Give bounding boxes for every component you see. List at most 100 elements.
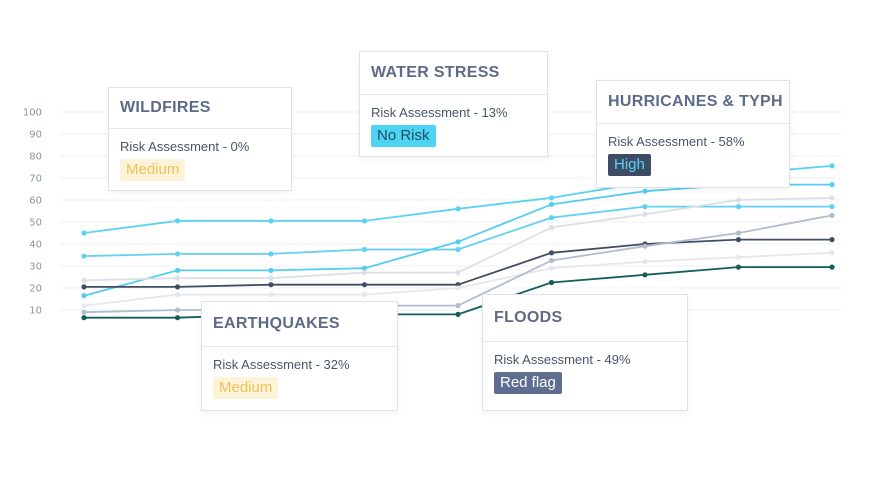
data-point xyxy=(642,204,648,210)
y-tick-label: 10 xyxy=(29,306,42,317)
data-point xyxy=(81,303,87,309)
y-tick-label: 20 xyxy=(29,284,42,295)
data-point xyxy=(174,307,181,313)
y-tick-label: 90 xyxy=(29,130,42,141)
risk-assessment-text: Risk Assessment - 13% xyxy=(371,105,508,120)
data-point xyxy=(361,292,368,298)
data-point xyxy=(829,264,835,270)
data-point xyxy=(735,237,742,243)
data-point xyxy=(268,251,274,257)
risk-badge: Medium xyxy=(120,159,186,181)
series-line xyxy=(83,251,833,307)
data-point xyxy=(642,272,648,278)
data-point xyxy=(829,204,835,210)
card-title: WILDFIRES xyxy=(109,88,291,129)
data-point xyxy=(548,257,555,264)
data-point xyxy=(548,215,555,221)
data-point xyxy=(455,239,461,245)
y-tick-label: 60 xyxy=(29,196,42,207)
series-line xyxy=(84,238,832,288)
risk-badge: Red flag xyxy=(494,372,562,394)
series-5 xyxy=(81,250,835,309)
data-point xyxy=(829,182,835,188)
data-point xyxy=(361,265,368,271)
series-6 xyxy=(81,212,835,315)
data-point xyxy=(642,259,648,265)
data-point xyxy=(81,293,87,299)
data-point xyxy=(642,211,648,217)
data-point xyxy=(455,246,461,253)
data-point xyxy=(174,292,181,298)
data-point xyxy=(642,243,648,249)
card-title: EARTHQUAKES xyxy=(202,302,397,347)
data-point xyxy=(735,264,742,270)
data-point xyxy=(642,188,648,194)
data-point xyxy=(174,275,181,281)
data-point xyxy=(548,195,555,201)
data-point xyxy=(361,246,368,253)
data-point xyxy=(81,309,87,315)
data-point xyxy=(361,270,368,276)
data-point xyxy=(455,285,461,291)
risk-badge: No Risk xyxy=(371,125,436,147)
data-point xyxy=(548,279,555,286)
y-tick-label: 80 xyxy=(29,152,42,163)
data-point xyxy=(268,218,274,224)
data-point xyxy=(829,195,835,201)
risk-assessment-text: Risk Assessment - 0% xyxy=(120,139,250,154)
data-point xyxy=(81,253,87,259)
card-wildfires[interactable]: WILDFIRES Risk Assessment - 0% Medium xyxy=(108,87,292,191)
risk-assessment-text: Risk Assessment - 49% xyxy=(494,352,631,367)
risk-assessment-text: Risk Assessment - 58% xyxy=(608,134,745,149)
data-point xyxy=(81,230,87,236)
series-line xyxy=(83,214,833,314)
y-tick-label: 30 xyxy=(29,262,42,273)
data-point xyxy=(735,230,742,236)
data-point xyxy=(81,284,87,290)
data-point xyxy=(174,251,181,257)
y-tick-label: 70 xyxy=(29,174,42,185)
risk-badge: High xyxy=(608,154,651,176)
y-axis: 10 20 30 40 50 60 70 80 90 100 xyxy=(23,108,42,317)
data-point xyxy=(174,284,181,290)
card-water-stress[interactable]: WATER STRESS Risk Assessment - 13% No Ri… xyxy=(359,51,548,157)
data-point xyxy=(81,315,87,321)
data-point xyxy=(548,201,555,207)
data-point xyxy=(829,237,835,243)
risk-assessment-text: Risk Assessment - 32% xyxy=(213,357,350,372)
data-point xyxy=(174,315,181,321)
data-point xyxy=(829,212,835,218)
data-point xyxy=(829,250,835,256)
data-point xyxy=(361,218,368,224)
card-hurricanes-typhoons[interactable]: HURRICANES & TYPH Risk Assessment - 58% … xyxy=(596,80,790,188)
data-point xyxy=(174,267,181,273)
data-point xyxy=(829,163,835,169)
data-point xyxy=(268,267,274,273)
data-point xyxy=(548,250,555,256)
series-1 xyxy=(81,204,835,259)
data-point xyxy=(455,206,461,212)
y-tick-label: 40 xyxy=(29,240,42,251)
data-point xyxy=(455,303,461,309)
data-point xyxy=(268,292,274,298)
data-point xyxy=(361,282,368,288)
data-point xyxy=(735,204,742,210)
card-earthquakes[interactable]: EARTHQUAKES Risk Assessment - 32% Medium xyxy=(201,301,398,411)
data-point xyxy=(268,282,274,288)
data-point xyxy=(81,277,87,283)
card-title: HURRICANES & TYPH xyxy=(597,81,789,124)
data-point xyxy=(174,218,181,224)
card-title: WATER STRESS xyxy=(360,52,547,95)
data-point xyxy=(735,197,742,203)
card-floods[interactable]: FLOODS Risk Assessment - 49% Red flag xyxy=(482,294,688,411)
data-point xyxy=(735,254,742,260)
data-point xyxy=(548,265,555,271)
data-point xyxy=(268,275,274,281)
risk-badge: Medium xyxy=(213,377,279,399)
card-title: FLOODS xyxy=(483,295,687,342)
series-3 xyxy=(81,195,835,283)
y-tick-label: 100 xyxy=(23,108,42,119)
data-point xyxy=(548,224,555,231)
data-point xyxy=(455,311,461,317)
y-tick-label: 50 xyxy=(29,218,42,229)
